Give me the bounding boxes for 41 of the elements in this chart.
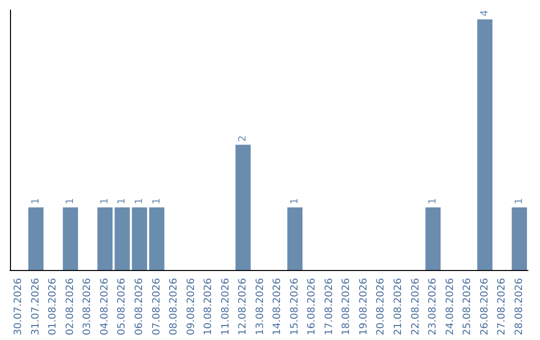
x-tick-label: 28.08.2026	[514, 278, 525, 336]
data-label: 4	[479, 10, 490, 16]
x-tick-label: 31.07.2026	[30, 278, 42, 336]
x-tick-label: 25.08.2026	[462, 278, 474, 336]
x-tick-label: 04.08.2026	[99, 278, 110, 336]
x-tick-label: 14.08.2026	[272, 278, 284, 336]
x-tick-label: 30.07.2026	[13, 278, 24, 336]
x-tick-label: 27.08.2026	[496, 278, 508, 336]
data-label: 1	[151, 198, 162, 204]
x-tick-label: 09.08.2026	[186, 278, 197, 336]
x-tick-label: 18.08.2026	[341, 278, 352, 336]
x-tick-label: 22.08.2026	[410, 278, 422, 336]
data-label: 1	[428, 198, 439, 204]
x-tick-label: 23.08.2026	[428, 278, 439, 336]
data-label: 1	[99, 198, 110, 204]
x-tick-label: 13.08.2026	[254, 278, 266, 336]
x-tick-label: 02.08.2026	[64, 278, 76, 336]
x-tick-label: 15.08.2026	[289, 278, 300, 336]
data-label: 1	[134, 198, 145, 204]
x-tick-label: 17.08.2026	[324, 278, 335, 336]
x-tick-label: 16.08.2026	[306, 278, 318, 336]
data-label: 1	[116, 198, 128, 204]
x-tick-label: 24.08.2026	[444, 278, 456, 336]
x-tick-label: 19.08.2026	[358, 278, 370, 336]
x-tick-label: 01.08.2026	[48, 278, 59, 336]
x-tick-label: 06.08.2026	[134, 278, 145, 336]
x-tick-label: 05.08.2026	[116, 278, 128, 336]
data-label: 2	[238, 135, 249, 142]
data-label: 1	[64, 198, 76, 204]
data-label: 1	[289, 198, 300, 204]
x-tick-label: 08.08.2026	[168, 278, 180, 336]
data-label: 1	[514, 198, 525, 204]
x-tick-label: 03.08.2026	[82, 278, 94, 336]
x-tick-label: 26.08.2026	[479, 278, 490, 336]
x-tick-label: 11.08.2026	[220, 278, 232, 336]
x-tick-label: 10.08.2026	[203, 278, 214, 336]
data-label: 1	[30, 198, 42, 204]
x-tick-label: 20.08.2026	[376, 278, 387, 336]
x-tick-label: 21.08.2026	[393, 278, 404, 336]
x-tick-label: 12.08.2026	[238, 278, 249, 336]
x-tick-label: 07.08.2026	[151, 278, 162, 336]
